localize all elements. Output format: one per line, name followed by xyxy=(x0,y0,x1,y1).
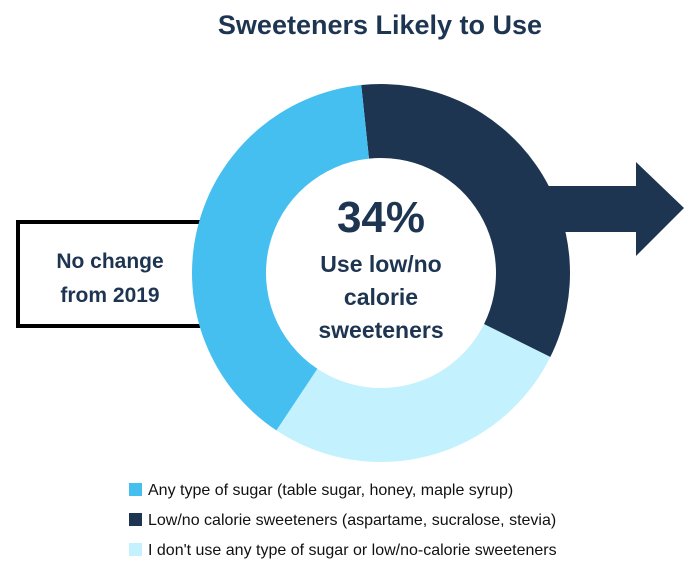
legend-swatch-low-calorie xyxy=(129,513,142,526)
callout-line-2: from 2019 xyxy=(60,284,159,307)
trend-arrow xyxy=(500,162,684,256)
callout-line-1: No change xyxy=(56,250,163,273)
center-label: 34% Use low/no calorie sweeteners xyxy=(318,193,443,343)
slice-low-calorie xyxy=(361,84,570,358)
change-callout: No change from 2019 xyxy=(16,220,212,328)
center-label-line-2: calorie xyxy=(344,284,418,310)
callout-box xyxy=(16,220,212,328)
legend-label-sugar: Any type of sugar (table sugar, honey, m… xyxy=(148,482,513,499)
donut-slices xyxy=(192,84,570,463)
legend-label-none: I don't use any type of sugar or low/no-… xyxy=(148,542,557,559)
slice-sugar xyxy=(192,85,369,431)
slice-none xyxy=(276,324,551,463)
chart-title: Sweeteners Likely to Use xyxy=(218,10,542,40)
legend-swatch-sugar xyxy=(129,483,142,496)
center-value: 34% xyxy=(337,193,425,242)
center-label-line-1: Use low/no xyxy=(320,251,441,277)
legend-swatch-none xyxy=(129,543,142,556)
center-label-line-3: sweeteners xyxy=(318,317,443,343)
legend-label-low-calorie: Low/no calorie sweeteners (aspartame, su… xyxy=(148,512,556,529)
legend: Any type of sugar (table sugar, honey, m… xyxy=(129,482,557,559)
